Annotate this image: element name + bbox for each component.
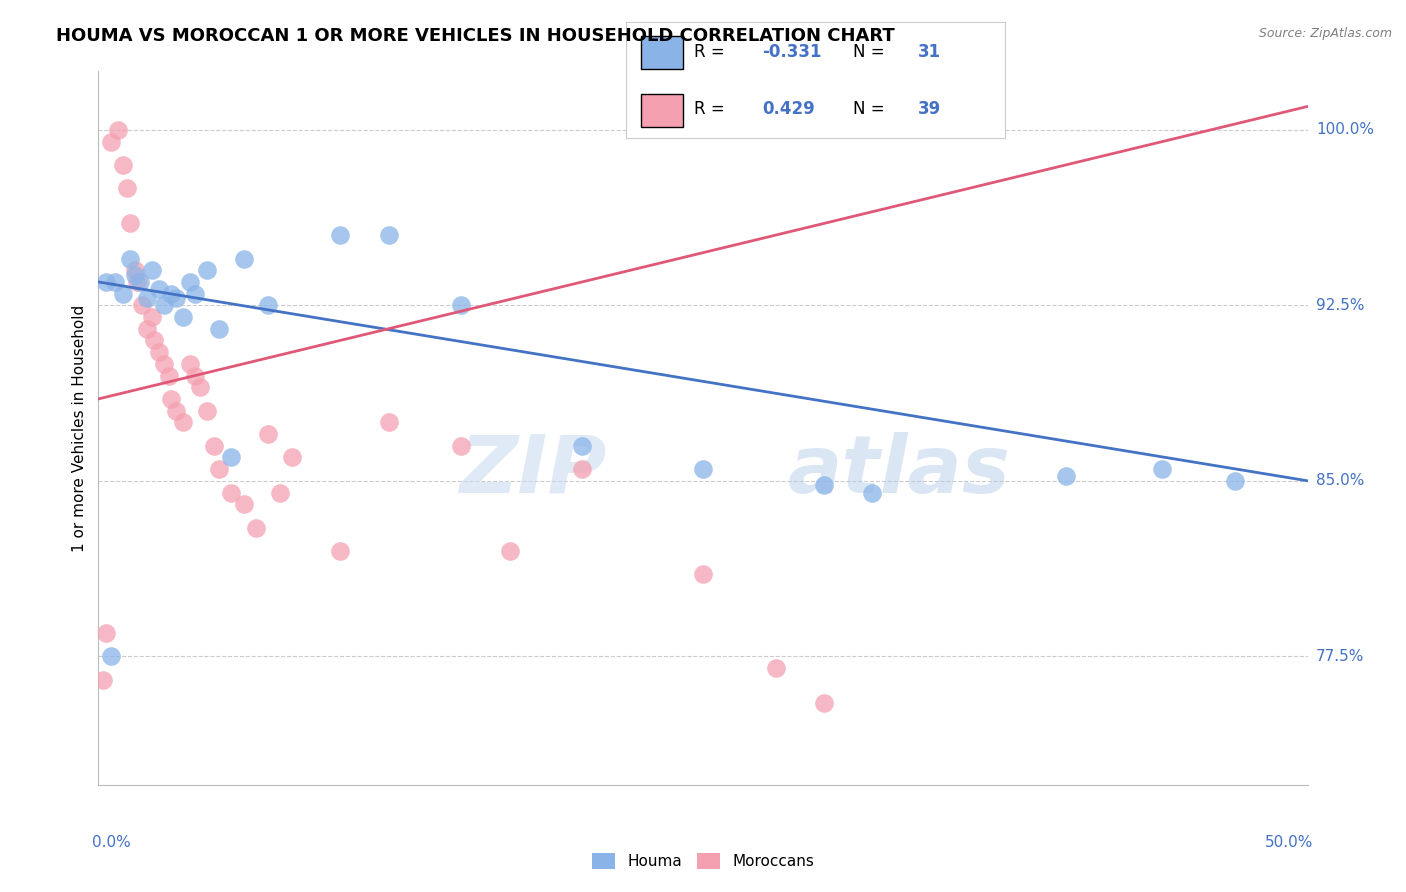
Point <box>860 485 883 500</box>
Point <box>571 439 593 453</box>
Point <box>107 123 129 137</box>
Point <box>450 439 472 453</box>
Point <box>221 450 243 465</box>
Point <box>245 520 267 534</box>
Point <box>118 216 141 230</box>
Point <box>160 392 183 406</box>
Point <box>179 275 201 289</box>
Text: N =: N = <box>853 100 890 119</box>
Point <box>692 567 714 582</box>
Text: 100.0%: 100.0% <box>1316 122 1374 137</box>
Point <box>813 478 835 492</box>
Point <box>172 415 194 429</box>
Text: 92.5%: 92.5% <box>1316 298 1364 313</box>
Y-axis label: 1 or more Vehicles in Household: 1 or more Vehicles in Household <box>72 304 87 552</box>
Point <box>124 268 146 282</box>
Point <box>135 291 157 305</box>
Text: Source: ZipAtlas.com: Source: ZipAtlas.com <box>1258 27 1392 40</box>
Point <box>1152 462 1174 476</box>
Text: ZIP: ZIP <box>458 432 606 510</box>
Point <box>117 181 139 195</box>
Point <box>232 252 254 266</box>
FancyBboxPatch shape <box>641 37 683 69</box>
Point <box>256 298 278 312</box>
Point <box>111 286 134 301</box>
Point <box>204 439 226 453</box>
Text: 0.429: 0.429 <box>762 100 815 119</box>
Point <box>152 298 174 312</box>
Legend: Houma, Moroccans: Houma, Moroccans <box>586 847 820 875</box>
Text: 85.0%: 85.0% <box>1316 474 1364 488</box>
Point <box>208 322 231 336</box>
Point <box>111 158 134 172</box>
Point <box>100 649 122 664</box>
Point <box>128 275 150 289</box>
Point <box>104 275 127 289</box>
Point <box>221 485 243 500</box>
Text: N =: N = <box>853 44 890 62</box>
Point <box>131 298 153 312</box>
Point <box>256 427 278 442</box>
Point <box>165 291 187 305</box>
Point <box>165 403 187 417</box>
Text: 0.0%: 0.0% <box>93 835 131 850</box>
Point <box>232 497 254 511</box>
Point <box>1054 469 1077 483</box>
Text: 39: 39 <box>918 100 941 119</box>
Point <box>94 275 117 289</box>
Point <box>148 282 170 296</box>
Point <box>100 135 122 149</box>
Point <box>179 357 201 371</box>
Point <box>91 673 114 687</box>
Point <box>450 298 472 312</box>
Point <box>195 263 218 277</box>
Point <box>143 334 166 348</box>
Point <box>118 252 141 266</box>
Point <box>127 275 149 289</box>
Point <box>281 450 304 465</box>
Point <box>1223 474 1246 488</box>
Point <box>329 544 352 558</box>
Point <box>813 696 835 710</box>
Point <box>152 357 174 371</box>
Point <box>377 228 399 243</box>
Point <box>208 462 231 476</box>
Point <box>94 626 117 640</box>
Text: HOUMA VS MOROCCAN 1 OR MORE VEHICLES IN HOUSEHOLD CORRELATION CHART: HOUMA VS MOROCCAN 1 OR MORE VEHICLES IN … <box>56 27 896 45</box>
Text: atlas: atlas <box>787 432 1011 510</box>
Point <box>329 228 352 243</box>
Point <box>124 263 146 277</box>
Point <box>148 345 170 359</box>
Point <box>195 403 218 417</box>
Point <box>765 661 787 675</box>
Text: R =: R = <box>695 100 730 119</box>
Text: 50.0%: 50.0% <box>1265 835 1313 850</box>
Point <box>692 462 714 476</box>
Point <box>498 544 520 558</box>
Point <box>135 322 157 336</box>
Text: R =: R = <box>695 44 730 62</box>
Point <box>172 310 194 324</box>
Point <box>157 368 180 383</box>
Point <box>160 286 183 301</box>
Point <box>184 368 207 383</box>
Point <box>141 310 163 324</box>
FancyBboxPatch shape <box>641 95 683 127</box>
Text: 77.5%: 77.5% <box>1316 648 1364 664</box>
Point <box>141 263 163 277</box>
Text: -0.331: -0.331 <box>762 44 823 62</box>
Point <box>188 380 211 394</box>
Point <box>269 485 291 500</box>
Point <box>571 462 593 476</box>
Point <box>184 286 207 301</box>
Point <box>377 415 399 429</box>
Text: 31: 31 <box>918 44 941 62</box>
